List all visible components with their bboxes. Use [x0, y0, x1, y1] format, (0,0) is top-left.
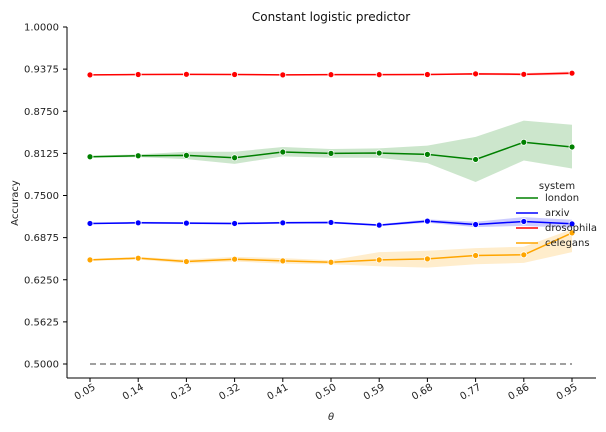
- x-tick-label: 0.95: [555, 382, 580, 403]
- y-ticks: 0.5000 0.5625 0.6250 0.6875 0.7500 0.8125 0.87…: [24, 23, 67, 371]
- point-celegans: [182, 258, 190, 265]
- confidence-bands: [90, 71, 572, 268]
- y-tick-label: 1.0000: [24, 23, 59, 34]
- point-arxiv: [375, 221, 383, 229]
- x-tick-label: 0.50: [314, 382, 339, 403]
- y-tick-label: 0.5625: [24, 317, 59, 328]
- point-arxiv: [279, 219, 287, 227]
- point-drosophila: [182, 70, 190, 78]
- legend-label-london: london: [545, 193, 579, 204]
- point-drosophila: [134, 71, 142, 78]
- point-drosophila: [375, 71, 383, 79]
- x-tick-label: 0.14: [121, 382, 146, 403]
- x-tick-label: 0.59: [362, 382, 387, 403]
- point-london: [134, 152, 142, 160]
- legend-label-celegans: celegans: [545, 238, 590, 249]
- point-celegans: [568, 229, 576, 237]
- point-london: [423, 150, 431, 158]
- x-tick-label: 0.77: [458, 382, 483, 403]
- point-arxiv: [231, 220, 239, 227]
- point-arxiv: [327, 219, 335, 226]
- point-london: [472, 156, 480, 163]
- point-drosophila: [231, 71, 239, 78]
- point-drosophila: [423, 71, 431, 78]
- x-tick-label: 0.32: [217, 382, 242, 403]
- point-london: [520, 138, 528, 146]
- point-arxiv: [182, 219, 190, 227]
- legend-label-arxiv: arxiv: [545, 208, 570, 219]
- axes: [66, 27, 596, 379]
- point-celegans: [86, 256, 94, 264]
- x-tick-label: 0.86: [507, 382, 532, 403]
- x-tick-label: 0.68: [410, 382, 435, 403]
- point-celegans: [375, 256, 383, 264]
- point-drosophila: [472, 70, 480, 78]
- point-arxiv: [423, 217, 431, 225]
- point-celegans: [423, 255, 431, 263]
- point-london: [568, 143, 576, 151]
- point-london: [182, 151, 190, 159]
- x-ticks: 0.05 0.14 0.23 0.32 0.41 0.50 0.59 0.68 0.77 0.86…: [73, 378, 580, 403]
- y-tick-label: 0.8750: [24, 107, 59, 118]
- point-drosophila: [86, 71, 94, 79]
- x-tick-label: 0.05: [73, 382, 98, 403]
- point-drosophila: [520, 70, 528, 78]
- y-tick-label: 0.9375: [24, 65, 59, 76]
- x-tick-label: 0.41: [266, 382, 291, 403]
- point-celegans: [279, 257, 287, 265]
- legend-label-drosophila: drosophila: [545, 223, 597, 234]
- point-london: [231, 154, 239, 162]
- chart-title: Constant logistic predictor: [252, 10, 410, 24]
- point-celegans: [520, 251, 528, 259]
- legend-title: system: [539, 181, 575, 192]
- point-arxiv: [568, 220, 576, 228]
- point-celegans: [327, 258, 335, 266]
- point-drosophila: [279, 71, 287, 79]
- y-tick-label: 0.8125: [24, 149, 59, 160]
- point-arxiv: [86, 220, 94, 227]
- y-axis-label: Accuracy: [10, 180, 21, 226]
- point-london: [279, 148, 287, 156]
- y-tick-label: 0.5000: [24, 360, 59, 371]
- point-drosophila: [568, 69, 576, 77]
- point-london: [86, 153, 94, 161]
- point-drosophila: [327, 71, 335, 79]
- x-axis-label: θ: [328, 412, 334, 423]
- series-lines: [86, 69, 576, 266]
- y-tick-label: 0.6875: [24, 233, 59, 244]
- point-celegans: [472, 252, 480, 259]
- point-london: [327, 149, 335, 157]
- point-celegans: [134, 254, 142, 262]
- point-london: [375, 149, 383, 157]
- band-celegans: [90, 229, 572, 268]
- legend: system london arxiv drosophila celegans: [516, 181, 597, 249]
- point-celegans: [231, 255, 239, 263]
- point-arxiv: [472, 221, 480, 228]
- point-arxiv: [134, 219, 142, 227]
- y-tick-label: 0.7500: [24, 191, 59, 202]
- y-tick-label: 0.6250: [24, 275, 59, 286]
- x-tick-label: 0.23: [169, 382, 194, 403]
- point-arxiv: [520, 218, 528, 225]
